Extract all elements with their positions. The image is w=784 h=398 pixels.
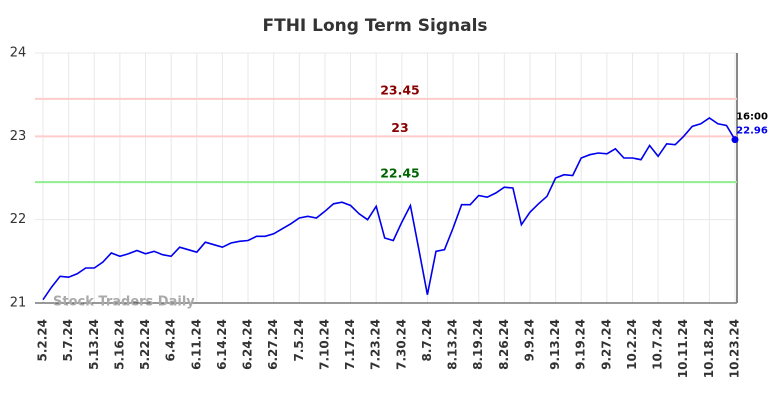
x-tick-label: 10.7.24: [651, 319, 665, 370]
x-tick-label: 6.24.24: [241, 319, 255, 370]
y-tick-label: 23: [10, 129, 27, 144]
x-tick-label: 6.14.24: [215, 319, 229, 370]
x-tick-label: 8.13.24: [446, 319, 460, 370]
reference-label: 23: [391, 120, 408, 135]
y-tick-label: 21: [10, 296, 27, 311]
x-tick-label: 5.22.24: [138, 319, 152, 370]
x-tick-label: 7.17.24: [343, 319, 357, 370]
reference-label: 23.45: [380, 82, 420, 97]
x-tick-label: 5.16.24: [112, 319, 126, 370]
x-tick-label: 5.13.24: [87, 319, 101, 370]
x-tick-label: 7.30.24: [394, 319, 408, 370]
last-point: [731, 136, 739, 144]
x-tick-label: 5.7.24: [61, 319, 75, 362]
x-tick-label: 7.5.24: [292, 319, 306, 362]
x-tick-label: 9.27.24: [599, 319, 613, 370]
x-tick-label: 8.19.24: [471, 319, 485, 370]
x-tick-label: 7.10.24: [317, 319, 331, 370]
chart-title: FTHI Long Term Signals: [262, 16, 487, 36]
y-tick-label: 24: [10, 46, 27, 61]
data-line: [42, 117, 736, 301]
reference-label: 22.45: [380, 166, 420, 181]
last-value-label: 22.96: [736, 126, 768, 137]
x-tick-label: 10.18.24: [702, 319, 716, 378]
x-tick-label: 6.27.24: [266, 319, 280, 370]
x-tick-label: 5.2.24: [36, 319, 50, 362]
x-tick-label: 9.19.24: [574, 319, 588, 370]
x-tick-label: 6.4.24: [164, 319, 178, 362]
x-tick-label: 8.26.24: [497, 319, 511, 370]
x-tick-label: 7.23.24: [369, 319, 383, 370]
watermark: Stock Traders Daily: [53, 295, 195, 310]
x-tick-label: 10.11.24: [676, 319, 690, 378]
x-tick-label: 6.11.24: [189, 319, 203, 370]
x-tick-label: 8.7.24: [420, 319, 434, 362]
last-time-label: 16:00: [736, 112, 768, 123]
x-tick-label: 10.23.24: [728, 319, 742, 378]
x-tick-label: 9.13.24: [548, 319, 562, 370]
y-tick-label: 22: [10, 212, 27, 227]
x-tick-label: 10.2.24: [625, 319, 639, 370]
x-tick-label: 9.9.24: [522, 319, 536, 362]
